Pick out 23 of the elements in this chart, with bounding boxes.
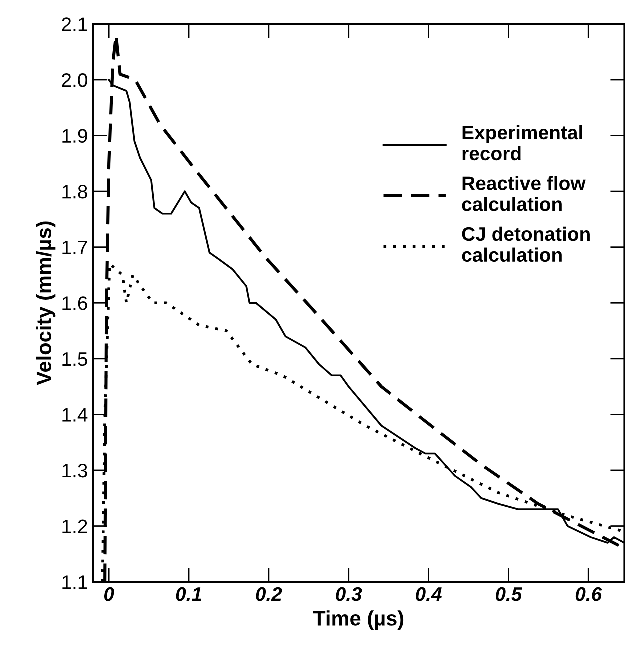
- y-tick-label: 2.0: [62, 73, 88, 88]
- y-tick-label: 1.2: [62, 520, 88, 534]
- x-tick-label: 0.2: [256, 587, 282, 602]
- y-tick-label: 1.9: [62, 129, 88, 144]
- x-tick-label: 0.3: [336, 587, 362, 602]
- y-tick-label: 1.6: [62, 296, 88, 310]
- x-tick-label: 0: [104, 587, 114, 602]
- y-tick-label: 1.5: [62, 352, 88, 366]
- legend-label: CJ detonation calculation: [462, 226, 590, 262]
- legend-label: Experimental record: [462, 125, 582, 161]
- x-tick-label: 0.4: [416, 587, 442, 602]
- y-tick-label: 1.8: [62, 185, 88, 199]
- y-tick-label: 1.4: [62, 408, 88, 422]
- x-tick-label: 0.6: [576, 587, 602, 602]
- y-tick-label: 2.1: [62, 18, 88, 32]
- y-tick-label: 1.1: [62, 576, 88, 590]
- legend-label: Reactive flow calculation: [462, 176, 586, 212]
- x-tick-label: 0.1: [176, 587, 202, 602]
- x-tick-label: 0.5: [496, 587, 522, 602]
- y-tick-label: 1.7: [62, 241, 88, 254]
- y-tick-label: 1.3: [62, 464, 88, 478]
- y-axis-title: Velocity (mm/µs): [36, 222, 56, 386]
- x-axis-title: Time (µs): [313, 610, 404, 630]
